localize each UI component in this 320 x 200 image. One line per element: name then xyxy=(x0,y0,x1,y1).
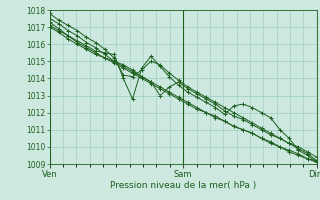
X-axis label: Pression niveau de la mer( hPa ): Pression niveau de la mer( hPa ) xyxy=(110,181,256,190)
